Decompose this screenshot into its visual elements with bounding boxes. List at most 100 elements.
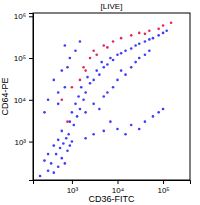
- point: [144, 33, 147, 36]
- y-tick: 10³: [14, 138, 33, 147]
- point: [79, 79, 82, 82]
- point: [157, 111, 160, 114]
- point: [98, 73, 101, 76]
- point: [130, 124, 133, 127]
- point: [162, 32, 165, 35]
- point: [47, 169, 50, 172]
- point: [61, 157, 64, 160]
- point: [50, 162, 53, 165]
- point: [134, 61, 137, 64]
- point: [43, 111, 46, 114]
- point: [116, 128, 119, 131]
- point: [71, 86, 74, 89]
- point: [69, 120, 72, 123]
- point: [69, 144, 72, 147]
- point: [124, 73, 127, 76]
- point: [47, 153, 50, 156]
- x-tick: 10⁵: [157, 180, 169, 195]
- point: [106, 46, 109, 49]
- y-axis: 10³ 10⁴ 10⁵ 10⁶: [14, 12, 34, 180]
- y-tick: 10⁵: [14, 54, 33, 63]
- y-tick: 10⁴: [14, 96, 33, 105]
- y-tick-label: 10³: [14, 138, 26, 147]
- point: [138, 42, 141, 45]
- point: [130, 66, 133, 69]
- point: [120, 37, 123, 40]
- point: [80, 86, 83, 89]
- point: [112, 59, 115, 62]
- point: [57, 139, 60, 142]
- point: [152, 115, 155, 118]
- point: [106, 91, 109, 94]
- point: [64, 44, 67, 47]
- point: [92, 103, 95, 106]
- point: [170, 21, 173, 24]
- points: [39, 21, 173, 177]
- point: [61, 130, 64, 133]
- point: [144, 120, 147, 123]
- x-tick: 10⁴: [112, 180, 125, 195]
- point: [64, 162, 67, 165]
- x-axis-line: [34, 181, 191, 185]
- point: [112, 86, 115, 89]
- point: [64, 86, 67, 89]
- title: [LIVE]: [101, 2, 123, 11]
- y-tick-mark: [29, 58, 33, 59]
- point: [89, 57, 92, 60]
- point: [92, 133, 95, 136]
- point: [74, 49, 77, 52]
- x-tick-mark: [117, 180, 118, 184]
- point: [157, 34, 160, 37]
- point: [144, 53, 147, 56]
- x-axis: 10³ 10⁴ 10⁵: [34, 180, 191, 195]
- y-tick-label: 10⁶: [14, 12, 26, 21]
- point: [71, 111, 74, 114]
- point: [157, 28, 160, 31]
- plot: 10³ 10⁴ 10⁵ 10³ 10⁴ 10⁵ 10⁶: [14, 12, 191, 194]
- point: [67, 133, 70, 136]
- point: [92, 79, 95, 82]
- point: [52, 144, 55, 147]
- point: [57, 91, 60, 94]
- point: [102, 66, 105, 69]
- point: [66, 66, 69, 69]
- x-tick-label: 10⁵: [157, 186, 169, 195]
- point: [112, 40, 115, 43]
- point: [77, 95, 80, 98]
- x-tick-label: 10³: [67, 186, 79, 195]
- point: [134, 44, 137, 47]
- point: [74, 103, 77, 106]
- point: [73, 124, 76, 127]
- point: [102, 44, 105, 47]
- point: [71, 140, 74, 143]
- x-tick: 10³: [67, 180, 79, 195]
- point: [43, 159, 46, 162]
- y-tick-mark: [29, 16, 33, 17]
- point: [98, 108, 101, 111]
- point: [109, 120, 112, 123]
- point: [66, 150, 69, 153]
- point: [144, 40, 147, 43]
- y-tick-label: 10⁴: [14, 96, 27, 105]
- point: [84, 137, 87, 140]
- y-tick-label: 10⁵: [14, 54, 26, 63]
- point: [116, 53, 119, 56]
- point: [86, 76, 89, 79]
- point: [130, 47, 133, 50]
- point: [52, 171, 55, 174]
- point: [148, 38, 151, 41]
- point: [59, 147, 62, 150]
- point: [52, 79, 55, 82]
- point: [106, 63, 109, 66]
- point: [120, 52, 123, 55]
- point: [102, 130, 105, 133]
- point: [162, 24, 165, 27]
- y-tick: 10⁶: [14, 12, 33, 21]
- point: [84, 111, 87, 114]
- point: [79, 40, 82, 43]
- point: [61, 69, 64, 72]
- point: [95, 69, 98, 72]
- point: [55, 153, 58, 156]
- y-tick-mark: [29, 100, 33, 101]
- point: [61, 99, 64, 102]
